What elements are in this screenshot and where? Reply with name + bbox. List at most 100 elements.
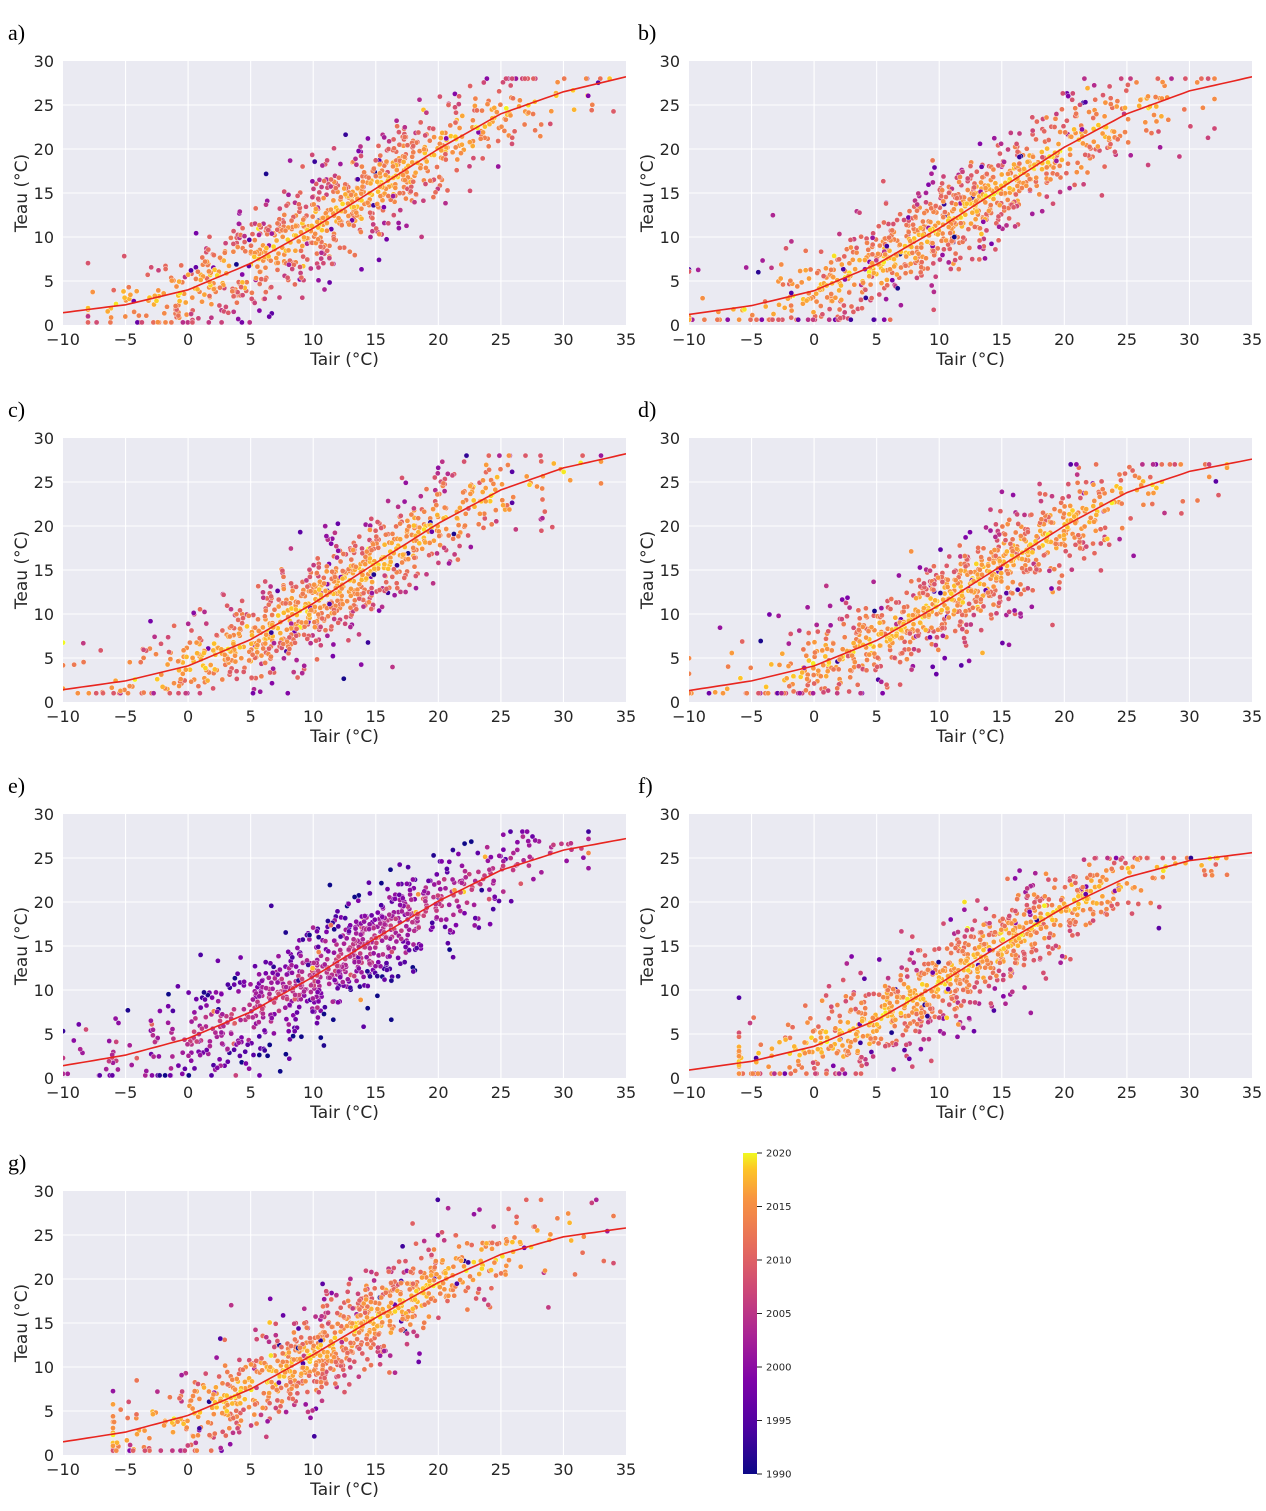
scatter-point [878,605,885,611]
scatter-point [1048,585,1055,592]
scatter-point [154,676,160,683]
scatter-point [442,200,449,206]
scatter-point [331,145,337,152]
scatter-point [219,676,226,683]
scatter-point [460,499,466,505]
scatter-point [165,1003,171,1010]
scatter-point [125,690,131,697]
scatter-point [63,662,66,669]
y-tick-label: 0 [44,693,54,712]
scatter-point [1057,129,1063,135]
scatter-point [430,852,437,859]
scatter-point [384,967,390,973]
scatter-point [266,645,272,652]
scatter-point [450,912,457,918]
scatter-point [925,181,932,188]
scatter-point [1091,550,1098,557]
scatter-point [978,231,985,237]
scatter-point [444,187,451,194]
scatter-point [1158,113,1165,120]
scatter-point [228,606,234,613]
scatter-point [1069,566,1075,573]
fit-curve [689,76,1252,316]
scatter-point [456,125,463,131]
scatter-point [289,954,296,961]
scatter-point [1003,222,1010,229]
scatter-point [1125,116,1131,122]
scatter-point [755,269,762,276]
scatter-point [263,245,270,251]
scatter-point [841,309,848,316]
scatter-point [940,633,946,639]
scatter-point [233,1072,239,1078]
scatter-point [321,580,327,587]
scatter-point [301,234,307,241]
scatter-point [894,217,900,223]
fit-curve [63,837,626,1067]
panel-letter: d) [638,397,656,422]
scatter-point [346,928,352,935]
scatter-point [438,917,444,923]
scatter-point [957,618,964,625]
scatter-point [1029,587,1036,594]
scatter-point [267,669,273,676]
scatter-point [274,979,281,986]
scatter-point [314,1020,320,1026]
scatter-point [375,188,381,195]
scatter-point [1074,471,1080,478]
scatter-point [394,123,400,129]
y-tick-label: 15 [34,184,54,203]
panel-letter: e) [8,773,25,798]
scatter-point [1061,503,1068,510]
scatter-point [169,1053,176,1060]
scatter-point [335,923,342,930]
scatter-point [293,657,300,663]
scatter-point [226,633,233,640]
scatter-point [359,936,366,943]
scatter-point [843,600,849,606]
scatter-point [444,866,450,872]
scatter-point [120,288,127,295]
scatter-point [859,305,865,312]
scatter-point [526,481,533,488]
y-tick-label: 5 [44,272,54,291]
scatter-point [327,183,334,190]
scatter-point [347,624,354,630]
scatter-point [940,214,947,220]
scatter-point [292,1016,299,1023]
scatter-point [1049,493,1055,500]
scatter-point [920,218,926,225]
scatter-point [63,1028,66,1034]
scatter-point [185,621,191,627]
scatter-point [256,1052,263,1058]
scatter-point [403,923,410,930]
scatter-point [315,277,322,284]
scatter-point [356,959,362,965]
scatter-point [241,1006,247,1013]
scatter-point [1018,533,1024,539]
scatter-point [207,1038,213,1045]
scatter-point [1106,541,1112,548]
scatter-point [758,1041,764,1048]
scatter-point [248,674,255,681]
scatter-point [1108,101,1114,107]
scatter-point [360,178,366,185]
scatter-point [961,635,967,641]
scatter-point [360,590,367,597]
scatter-point [330,641,337,648]
x-axis-label: Tair (°C) [935,350,1005,370]
scatter-point [335,999,341,1006]
scatter-point [980,218,987,225]
scatter-point [811,680,818,687]
scatter-point [183,654,190,660]
scatter-point [993,521,999,528]
scatter-point [322,523,329,529]
scatter-point [367,890,373,897]
scatter-point [182,690,189,697]
scatter-point [1059,106,1065,113]
scatter-point [524,828,530,835]
scatter-point [909,250,916,256]
scatter-point [580,854,587,861]
scatter-point [122,313,129,320]
scatter-point [610,108,617,115]
